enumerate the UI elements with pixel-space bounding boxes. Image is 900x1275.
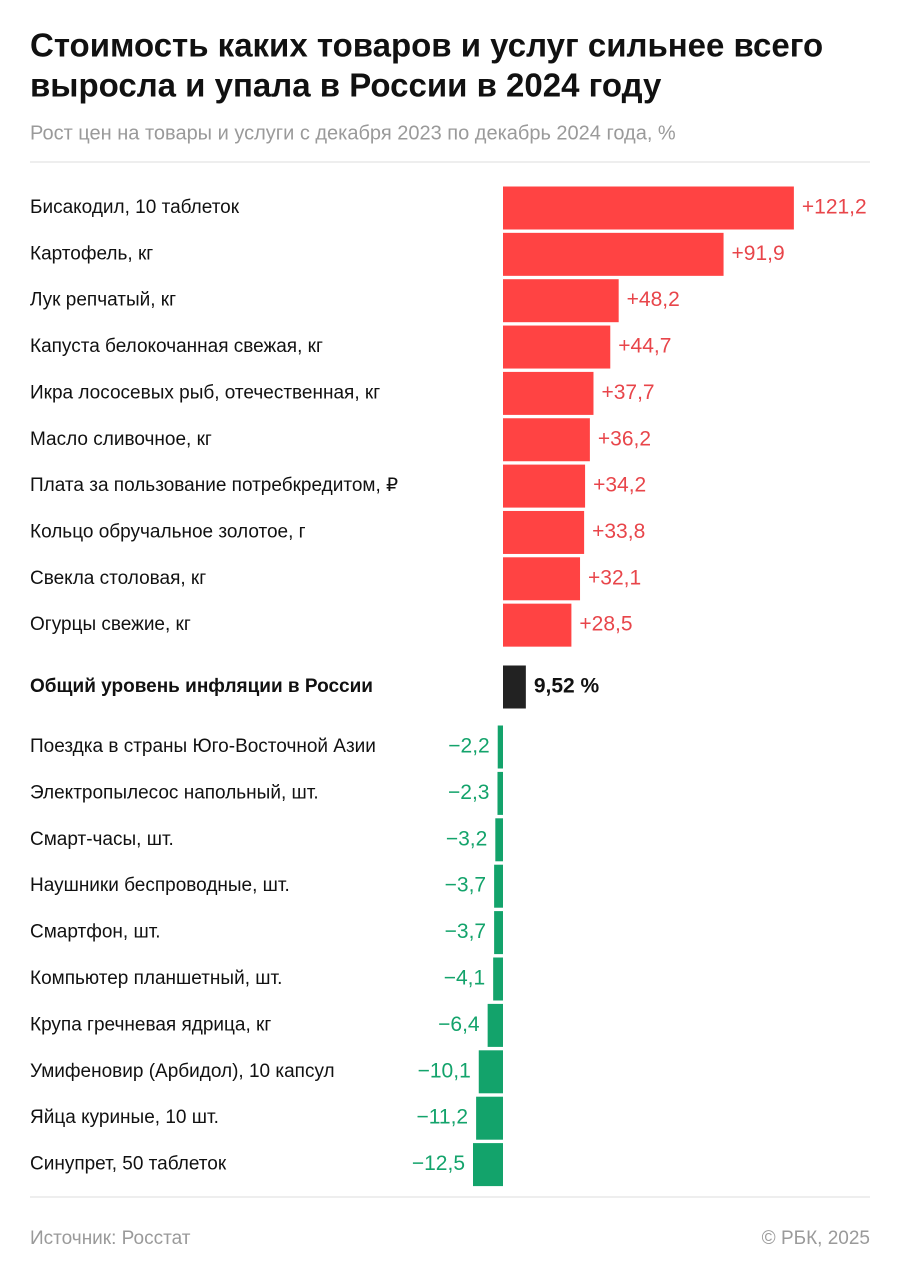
value-label: −3,2 bbox=[446, 827, 487, 850]
credit: © РБК, 2025 bbox=[762, 1228, 870, 1249]
bar bbox=[503, 279, 619, 323]
bar bbox=[497, 725, 503, 769]
category-label: Кольцо обручальное золотое, г bbox=[30, 521, 306, 542]
category-label: Картофель, кг bbox=[30, 243, 153, 264]
value-label: −3,7 bbox=[445, 920, 486, 943]
value-label: +32,1 bbox=[588, 566, 641, 589]
value-label: −2,2 bbox=[448, 735, 489, 758]
value-label: −11,2 bbox=[417, 1106, 469, 1129]
bar bbox=[503, 464, 586, 508]
category-label: Капуста белокочанная свежая, кг bbox=[30, 336, 323, 357]
category-label: Икра лососевых рыб, отечественная, кг bbox=[30, 382, 380, 403]
category-label: Масло сливочное, кг bbox=[30, 429, 212, 450]
value-label: −3,7 bbox=[445, 874, 486, 897]
value-label: +91,9 bbox=[732, 242, 785, 265]
category-label: Смартфон, шт. bbox=[30, 922, 161, 943]
bar bbox=[494, 864, 503, 908]
category-label: Смарт-часы, шт. bbox=[30, 829, 174, 850]
bar bbox=[473, 1143, 503, 1187]
category-label: Огурцы свежие, кг bbox=[30, 614, 191, 635]
category-label: Умифеновир (Арбидол), 10 капсул bbox=[30, 1061, 335, 1082]
value-label: +48,2 bbox=[627, 288, 680, 311]
bar bbox=[503, 371, 594, 415]
value-label: +33,8 bbox=[592, 520, 645, 543]
bar bbox=[478, 1050, 503, 1094]
bar bbox=[487, 1003, 503, 1047]
category-label: Электропылесос напольный, шт. bbox=[30, 782, 319, 803]
bar bbox=[476, 1096, 503, 1140]
category-label: Синупрет, 50 таблеток bbox=[30, 1154, 227, 1175]
value-label: +121,2 bbox=[802, 196, 867, 219]
category-label: Яйца куриные, 10 шт. bbox=[30, 1107, 219, 1128]
value-label: 9,52 % bbox=[534, 675, 600, 698]
chart-title: выросла и упала в России в 2024 году bbox=[30, 67, 662, 104]
bar bbox=[503, 325, 611, 369]
chart-subtitle: Рост цен на товары и услуги с декабря 20… bbox=[30, 122, 676, 144]
bar bbox=[493, 957, 503, 1001]
value-label: +36,2 bbox=[598, 427, 651, 450]
category-label: Свекла столовая, кг bbox=[30, 568, 206, 589]
value-label: −10,1 bbox=[418, 1059, 471, 1082]
bar bbox=[503, 418, 590, 462]
category-label: Наушники беспроводные, шт. bbox=[30, 875, 290, 896]
bar bbox=[503, 232, 724, 276]
value-label: +34,2 bbox=[593, 474, 646, 497]
bar bbox=[494, 911, 503, 955]
category-label: Лук репчатый, кг bbox=[30, 290, 176, 311]
value-label: +44,7 bbox=[618, 335, 671, 358]
bar bbox=[497, 771, 503, 815]
category-label: Поездка в страны Юго-Восточной Азии bbox=[30, 736, 376, 757]
bar bbox=[495, 818, 503, 862]
value-label: −4,1 bbox=[444, 967, 485, 990]
category-label: Компьютер планшетный, шт. bbox=[30, 968, 282, 989]
value-label: +37,7 bbox=[601, 381, 654, 404]
category-label: Общий уровень инфляции в России bbox=[30, 676, 373, 697]
chart-title: Стоимость каких товаров и услуг сильнее … bbox=[30, 27, 823, 64]
category-label: Крупа гречневая ядрица, кг bbox=[30, 1014, 271, 1035]
value-label: −12,5 bbox=[412, 1152, 465, 1175]
category-label: Бисакодил, 10 таблеток bbox=[30, 197, 240, 218]
bar bbox=[503, 603, 572, 647]
source: Источник: Росстат bbox=[30, 1228, 191, 1249]
bar bbox=[503, 186, 794, 230]
category-label: Плата за пользование потребкредитом, ₽ bbox=[30, 475, 398, 496]
bar bbox=[503, 510, 585, 554]
value-label: −6,4 bbox=[438, 1013, 480, 1036]
bar bbox=[503, 665, 526, 709]
value-label: +28,5 bbox=[579, 613, 632, 636]
value-label: −2,3 bbox=[448, 781, 489, 804]
bar bbox=[503, 557, 581, 601]
